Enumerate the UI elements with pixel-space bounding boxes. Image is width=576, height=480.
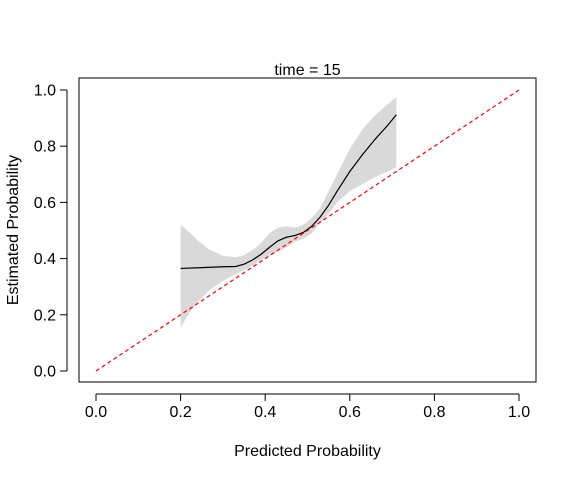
confidence-band-layer <box>180 97 397 328</box>
x-tick-label: 0.2 <box>169 404 191 421</box>
x-tick-label: 0.0 <box>85 404 107 421</box>
plot-frame <box>78 77 537 383</box>
y-tick-label: 0.6 <box>34 195 56 212</box>
chart-title: time = 15 <box>274 62 340 79</box>
x-tick-label: 0.4 <box>254 404 276 421</box>
y-axis-title: Estimated Probability <box>5 155 22 305</box>
y-tick-label: 0.8 <box>34 139 56 156</box>
confidence-band <box>180 97 397 328</box>
y-tick-label: 0.0 <box>34 364 56 381</box>
x-tick-label: 0.6 <box>339 404 361 421</box>
y-tick-label: 0.4 <box>34 251 56 268</box>
estimate-line <box>180 114 397 270</box>
x-tick-label: 1.0 <box>508 404 530 421</box>
x-tick-label: 0.8 <box>423 404 445 421</box>
axes-layer: 0.0 0.2 0.4 0.6 0.8 1.0 0.0 0.2 0.4 0.6 0.8 1.0 <box>34 83 530 422</box>
series-layer <box>95 89 520 372</box>
y-tick-label: 1.0 <box>34 83 56 100</box>
x-axis-title: Predicted Probability <box>234 443 381 460</box>
y-tick-label: 0.2 <box>34 307 56 324</box>
reference-diagonal-line <box>95 89 520 372</box>
